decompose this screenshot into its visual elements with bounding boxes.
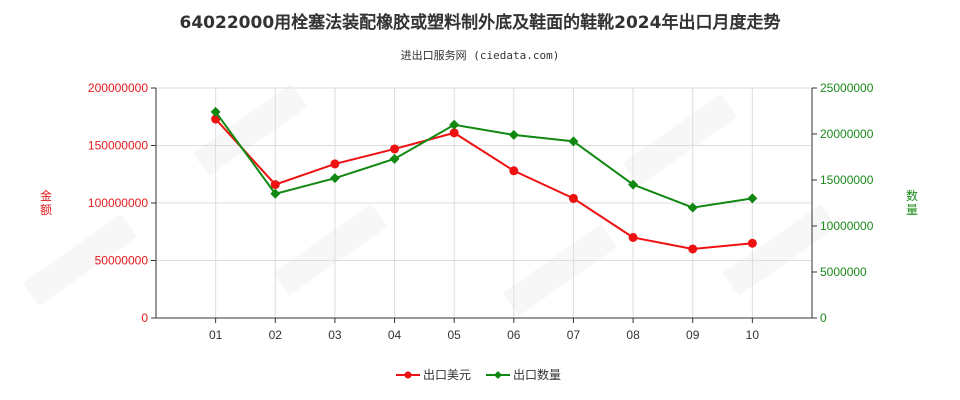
left-tick-label: 100000000 — [88, 196, 148, 210]
left-tick-label: 50000000 — [95, 254, 149, 268]
x-tick-label: 01 — [209, 328, 223, 342]
data-point-left — [390, 144, 400, 154]
legend-label: 出口美元 — [423, 368, 471, 382]
right-axis-title: 数量 — [906, 188, 918, 217]
right-tick-label: 25000000 — [820, 81, 874, 95]
data-point-right — [270, 188, 281, 199]
legend-label: 出口数量 — [513, 367, 561, 382]
chart-title: 64022000用栓塞法装配橡胶或塑料制外底及鞋面的鞋靴2024年出口月度走势 — [179, 13, 781, 33]
x-tick-label: 04 — [388, 328, 402, 342]
chart-subtitle: 进出口服务网 (ciedata.com) — [400, 49, 560, 62]
data-point-right — [747, 193, 758, 204]
axes: 0500000001000000001500000002000000000500… — [40, 81, 918, 342]
x-tick-label: 02 — [269, 328, 283, 342]
watermark-mark — [722, 204, 838, 296]
series-layer — [210, 106, 758, 254]
x-tick-label: 08 — [626, 328, 640, 342]
data-point-right — [449, 119, 460, 130]
data-point-left — [270, 180, 280, 190]
watermark-mark — [272, 204, 388, 296]
data-point-right — [687, 202, 698, 213]
legend-marker — [404, 371, 412, 379]
legend: 出口美元 出口数量 — [396, 367, 561, 382]
left-axis-title: 金额 — [40, 188, 52, 217]
data-point-left — [688, 244, 698, 254]
watermark-mark — [192, 84, 308, 176]
legend-marker — [494, 371, 502, 379]
watermark-mark — [622, 94, 738, 186]
right-tick-label: 20000000 — [820, 127, 874, 141]
right-tick-label: 10000000 — [820, 219, 874, 233]
right-tick-label: 5000000 — [820, 265, 867, 279]
data-point-right — [628, 179, 639, 190]
data-point-left — [211, 114, 221, 124]
right-tick-label: 0 — [820, 311, 827, 325]
data-point-left — [330, 159, 340, 169]
x-tick-label: 06 — [507, 328, 521, 342]
series-line-left — [214, 118, 753, 251]
data-point-right — [210, 106, 221, 117]
data-point-left — [568, 193, 578, 203]
data-point-right — [389, 153, 400, 164]
data-point-left — [747, 238, 757, 248]
x-tick-label: 10 — [746, 328, 760, 342]
left-tick-label: 0 — [141, 311, 148, 325]
right-tick-label: 15000000 — [820, 173, 874, 187]
data-point-right — [508, 129, 519, 140]
data-point-left — [509, 166, 519, 176]
x-tick-label: 05 — [448, 328, 462, 342]
data-point-right — [329, 173, 340, 184]
watermark — [22, 84, 838, 316]
series-line-right — [214, 111, 753, 209]
left-tick-label: 150000000 — [88, 139, 148, 153]
left-tick-label: 200000000 — [88, 81, 148, 95]
data-point-right — [568, 136, 579, 147]
watermark-mark — [502, 224, 618, 316]
x-tick-label: 09 — [686, 328, 700, 342]
x-tick-label: 07 — [567, 328, 581, 342]
data-point-left — [628, 233, 638, 242]
x-tick-label: 03 — [328, 328, 342, 342]
watermark-mark — [22, 214, 138, 306]
data-point-left — [449, 128, 459, 138]
